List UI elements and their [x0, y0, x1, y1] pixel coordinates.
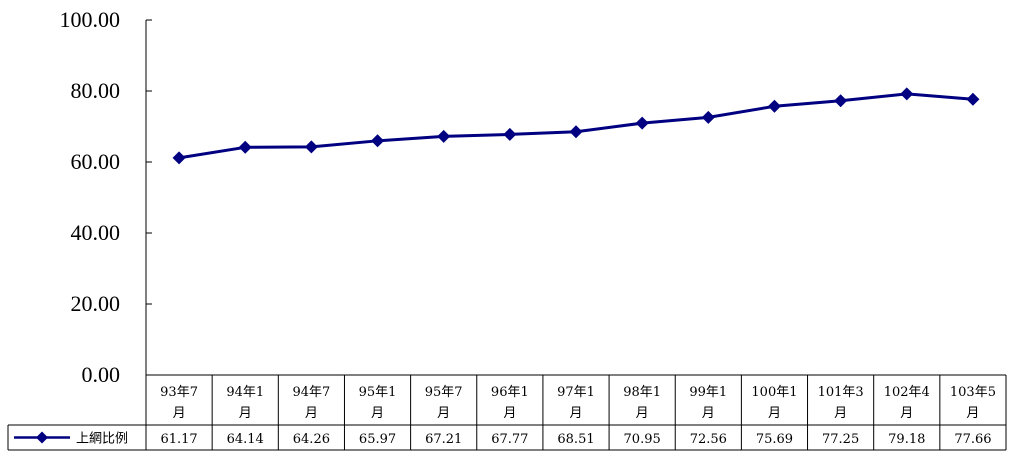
- data-table-value: 75.69: [756, 432, 793, 447]
- category-label-line2: 月: [900, 406, 913, 421]
- category-label: 99年1: [689, 385, 727, 400]
- category-label: 96年1: [491, 385, 529, 400]
- y-tick-label: 0.00: [82, 362, 121, 387]
- category-label-line2: 月: [437, 406, 450, 421]
- category-label-line2: 月: [569, 406, 582, 421]
- category-label-line2: 月: [239, 406, 252, 421]
- category-label-line2: 月: [702, 406, 715, 421]
- data-table-value: 64.14: [227, 432, 264, 447]
- data-table-value: 67.77: [491, 432, 528, 447]
- data-table-value: 67.21: [425, 432, 462, 447]
- category-label: 98年1: [623, 385, 661, 400]
- data-point-marker: [569, 125, 583, 139]
- data-point-marker: [371, 134, 385, 148]
- category-label-line2: 月: [371, 406, 384, 421]
- data-point-marker: [238, 140, 252, 154]
- axes: [145, 19, 152, 375]
- data-table-value: 72.56: [690, 432, 727, 447]
- data-point-marker: [172, 151, 186, 165]
- category-label: 95年7: [425, 385, 463, 400]
- data-table-value: 65.97: [359, 432, 396, 447]
- data-point-marker: [834, 94, 848, 108]
- y-tick-labels: 0.00 20.00 40.00 60.00 80.00 100.00: [60, 7, 121, 387]
- series-line-area: [172, 87, 980, 165]
- category-label: 97年1: [557, 385, 595, 400]
- category-label-line2: 月: [636, 406, 649, 421]
- data-table-value: 64.26: [293, 432, 330, 447]
- category-label: 93年7: [160, 385, 198, 400]
- legend-label: 上網比例: [76, 432, 128, 447]
- category-label-line2: 月: [768, 406, 781, 421]
- y-tick-label: 80.00: [71, 78, 121, 103]
- category-label: 95年1: [359, 385, 397, 400]
- category-label-line2: 月: [834, 406, 847, 421]
- y-tick-label: 20.00: [71, 291, 121, 316]
- category-label: 100年1: [751, 385, 797, 400]
- category-label-line2: 月: [173, 406, 186, 421]
- category-label: 94年7: [292, 385, 330, 400]
- data-table-value: 79.18: [888, 432, 925, 447]
- y-tick-label: 60.00: [71, 149, 121, 174]
- data-table-value: 77.66: [954, 432, 991, 447]
- category-label: 101年3: [818, 385, 864, 400]
- data-point-marker: [900, 87, 914, 101]
- data-point-marker: [503, 127, 517, 141]
- category-label-line2: 月: [503, 406, 516, 421]
- data-point-marker: [966, 92, 980, 106]
- data-table-value: 77.25: [822, 432, 859, 447]
- data-table-value: 70.95: [624, 432, 661, 447]
- y-tick-label: 40.00: [71, 220, 121, 245]
- data-point-marker: [635, 116, 649, 130]
- legend-marker: [36, 431, 48, 444]
- data-point-marker: [767, 99, 781, 113]
- data-table-value: 61.17: [160, 432, 197, 447]
- category-label-line2: 月: [966, 406, 979, 421]
- data-point-marker: [304, 140, 318, 154]
- data-point-marker: [701, 110, 715, 124]
- category-label: 102年4: [884, 385, 930, 400]
- data-point-marker: [437, 129, 451, 143]
- data-table: 93年7 月 61.17 94年1 月 64.14 94年7 月 64.26 95年1 月 65.97…: [7, 374, 1007, 451]
- y-tick-label: 100.00: [60, 7, 121, 32]
- category-label-line2: 月: [305, 406, 318, 421]
- category-label: 103年5: [950, 385, 996, 400]
- data-table-value: 68.51: [557, 432, 594, 447]
- category-label: 94年1: [226, 385, 264, 400]
